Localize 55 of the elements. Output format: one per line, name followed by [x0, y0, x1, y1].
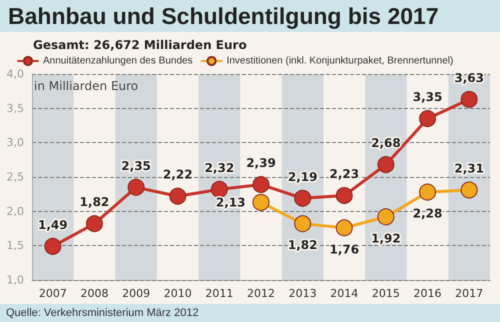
y-tick-label: 1,5	[6, 239, 24, 252]
y-tick-label: 2,5	[6, 170, 24, 184]
data-label: 2,19	[288, 170, 318, 184]
point	[336, 219, 353, 236]
data-label: 1,76	[329, 242, 360, 256]
point	[336, 187, 353, 204]
x-tick-label: 2010	[164, 287, 192, 300]
point	[377, 156, 394, 174]
data-label: 2,35	[121, 158, 151, 173]
data-label: 2,13	[216, 195, 246, 210]
point	[419, 110, 436, 128]
y-tick-label: 1,0	[6, 274, 24, 286]
x-tick-label: 2014	[330, 287, 358, 300]
point	[419, 184, 436, 201]
point	[128, 178, 145, 196]
data-label: 1,82	[288, 238, 318, 252]
x-tick-label: 2013	[288, 287, 317, 300]
chart-subtitle: Gesamt: 26,672 Milliarden Euro	[33, 38, 247, 52]
data-label: 2,68	[371, 136, 401, 150]
y-tick-label: 4,0	[6, 68, 24, 80]
data-label: 1,82	[80, 195, 110, 210]
chart-title: Bahnbau und Schuldentilgung bis 2017	[0, 0, 500, 32]
x-tick-label: 2011	[205, 287, 234, 300]
legend-label: Investitionen (inkl. Konjunkturpaket, Brennertunnel)	[226, 56, 454, 66]
x-tick-label: 2008	[80, 287, 108, 300]
y-axis-title: in Milliarden Euro	[34, 79, 138, 93]
x-tick-label: 2012	[247, 287, 275, 300]
y-tick-label: 3,0	[6, 136, 24, 150]
point	[86, 215, 103, 232]
point	[377, 208, 394, 226]
data-label: 2,39	[246, 156, 276, 170]
data-label: 2,31	[454, 162, 484, 176]
data-label: 3,35	[412, 90, 442, 104]
point	[252, 176, 270, 194]
point	[294, 215, 312, 232]
x-tick-label: 2007	[38, 287, 67, 300]
data-label: 1,49	[38, 218, 68, 232]
y-tick-label: 2,0	[6, 204, 24, 218]
point	[294, 190, 312, 207]
x-tick-label: 2017	[455, 287, 484, 300]
source-note: Quelle: Verkehrsministerium März 2012	[6, 307, 199, 319]
point	[210, 180, 228, 198]
y-tick-label: 3,5	[6, 102, 24, 115]
x-tick-label: 2009	[122, 287, 150, 300]
x-tick-label: 2016	[414, 287, 442, 300]
point	[460, 182, 478, 199]
point	[252, 194, 270, 211]
data-label: 3,63	[454, 70, 484, 85]
x-tick-label: 2015	[372, 287, 400, 300]
data-label: 2,32	[204, 160, 234, 175]
legend-label: Annuitätenzahlungen des Bundes	[43, 56, 193, 66]
point	[169, 188, 186, 205]
point	[460, 90, 478, 108]
data-label: 1,92	[371, 231, 401, 246]
point	[44, 238, 62, 255]
